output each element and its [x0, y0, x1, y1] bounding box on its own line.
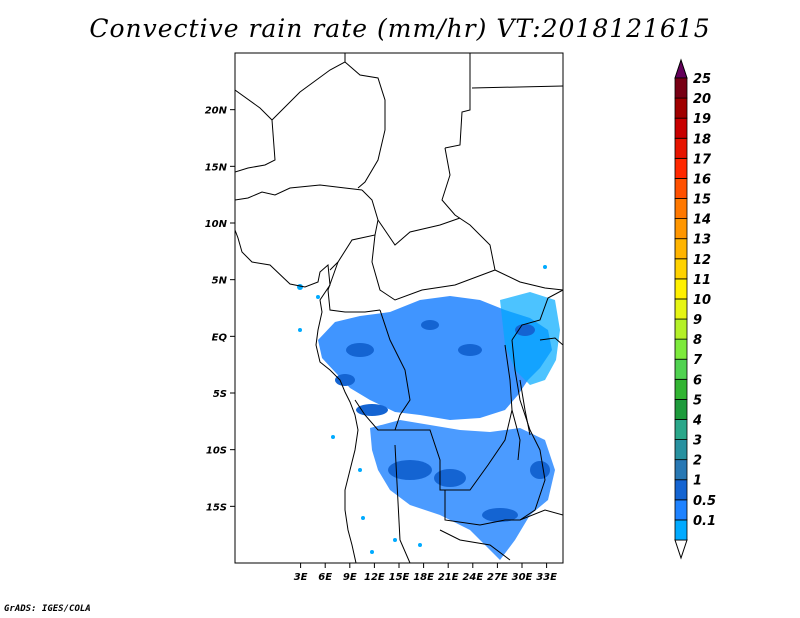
lon-tick-label: 18E — [413, 572, 434, 583]
rain-cells — [335, 320, 550, 522]
lat-tick-label: 5S — [213, 389, 227, 400]
lon-tick-label: 33E — [536, 572, 557, 583]
colorbar-swatch — [674, 398, 688, 420]
colorbar-swatch — [674, 157, 688, 179]
rain-area-west-congo — [318, 296, 552, 420]
colorbar-swatch — [674, 198, 688, 220]
colorbar-label: 7 — [693, 353, 703, 368]
rain-area-east — [500, 292, 560, 385]
colorbar-label: 1 — [693, 474, 702, 489]
colorbar-label: 9 — [693, 313, 702, 328]
colorbar-swatch — [674, 499, 688, 521]
lon-tick-label: 24E — [462, 572, 483, 583]
lon-tick-label: 12E — [364, 572, 385, 583]
colorbar-swatch — [674, 238, 688, 260]
colorbar-label: 0.5 — [693, 494, 716, 509]
lon-tick-label: 27E — [487, 572, 508, 583]
country-boundaries — [235, 53, 563, 563]
colorbar-label: 12 — [693, 253, 711, 268]
colorbar-label: 4 — [692, 413, 702, 428]
lon-tick-label: 15E — [389, 572, 410, 583]
map-title: Convective rain rate (mm/hr) VT:20181216… — [89, 14, 711, 43]
grads-credit: GrADS: IGES/COLA — [4, 604, 91, 614]
colorbar-swatch — [674, 318, 688, 340]
colorbar-bottom-arrow — [674, 539, 688, 560]
colorbar-swatch — [674, 338, 688, 360]
colorbar-label: 8 — [693, 333, 702, 348]
colorbar-swatch — [674, 218, 688, 240]
colorbar-label: 6 — [693, 373, 702, 388]
colorbar-swatch — [674, 117, 688, 139]
lon-tick-label: 21E — [438, 572, 459, 583]
colorbar-label: 17 — [693, 152, 712, 167]
lat-tick-label: 15N — [205, 162, 228, 173]
colorbar-label: 11 — [693, 273, 711, 288]
lon-tick-label: 9E — [343, 572, 357, 583]
coastline — [235, 229, 531, 563]
colorbar-swatch — [674, 378, 688, 400]
lat-tick-label: 20N — [205, 106, 228, 117]
longitude-axis: 3E 6E 9E 12E 15E 18E 21E 24E 27E 30E 33E — [294, 563, 557, 583]
lon-tick-label: 6E — [318, 572, 332, 583]
colorbar-swatch — [674, 459, 688, 481]
colorbar-swatch — [674, 358, 688, 380]
colorbar-label: 3 — [693, 434, 702, 449]
colorbar-label: 19 — [693, 112, 711, 127]
colorbar-label: 13 — [693, 233, 711, 248]
colorbar-label: 16 — [693, 172, 711, 187]
colorbar-label: 15 — [693, 193, 711, 208]
colorbar-label: 20 — [693, 92, 711, 107]
lat-tick-label: 5N — [212, 276, 228, 287]
lon-tick-label: 3E — [294, 572, 308, 583]
colorbar-label: 14 — [693, 213, 711, 228]
colorbar-swatch — [674, 137, 688, 159]
colorbar-top-arrow — [674, 58, 688, 79]
lat-tick-label: 15S — [206, 502, 227, 513]
lat-tick-label: 10N — [205, 219, 228, 230]
lon-tick-label: 30E — [512, 572, 533, 583]
latitude-axis: 20N 15N 10N 5N EQ 5S 10S 15S — [205, 106, 235, 513]
colorbar-swatch — [674, 419, 688, 440]
rain-scatter — [297, 265, 547, 554]
colorbar-label: 10 — [693, 293, 711, 308]
colorbar-swatch — [674, 258, 688, 280]
colorbar-swatch — [674, 97, 688, 119]
colorbar-swatch — [674, 479, 688, 501]
lat-tick-label: EQ — [212, 332, 228, 343]
colorbar-swatch — [674, 439, 688, 461]
colorbar-swatch — [674, 298, 688, 320]
colorbar-label: 5 — [693, 393, 702, 408]
colorbar-label: 25 — [693, 72, 711, 87]
colorbar-swatch — [674, 519, 688, 541]
colorbar-swatch — [674, 278, 688, 300]
colorbar-label: 0.1 — [693, 514, 716, 529]
colorbar-label: 18 — [693, 132, 711, 147]
lat-tick-label: 10S — [206, 446, 227, 457]
rain-field — [297, 265, 560, 560]
colorbar-swatch — [674, 178, 688, 199]
colorbar-swatch — [674, 77, 688, 99]
colorbar-label: 2 — [693, 454, 702, 469]
